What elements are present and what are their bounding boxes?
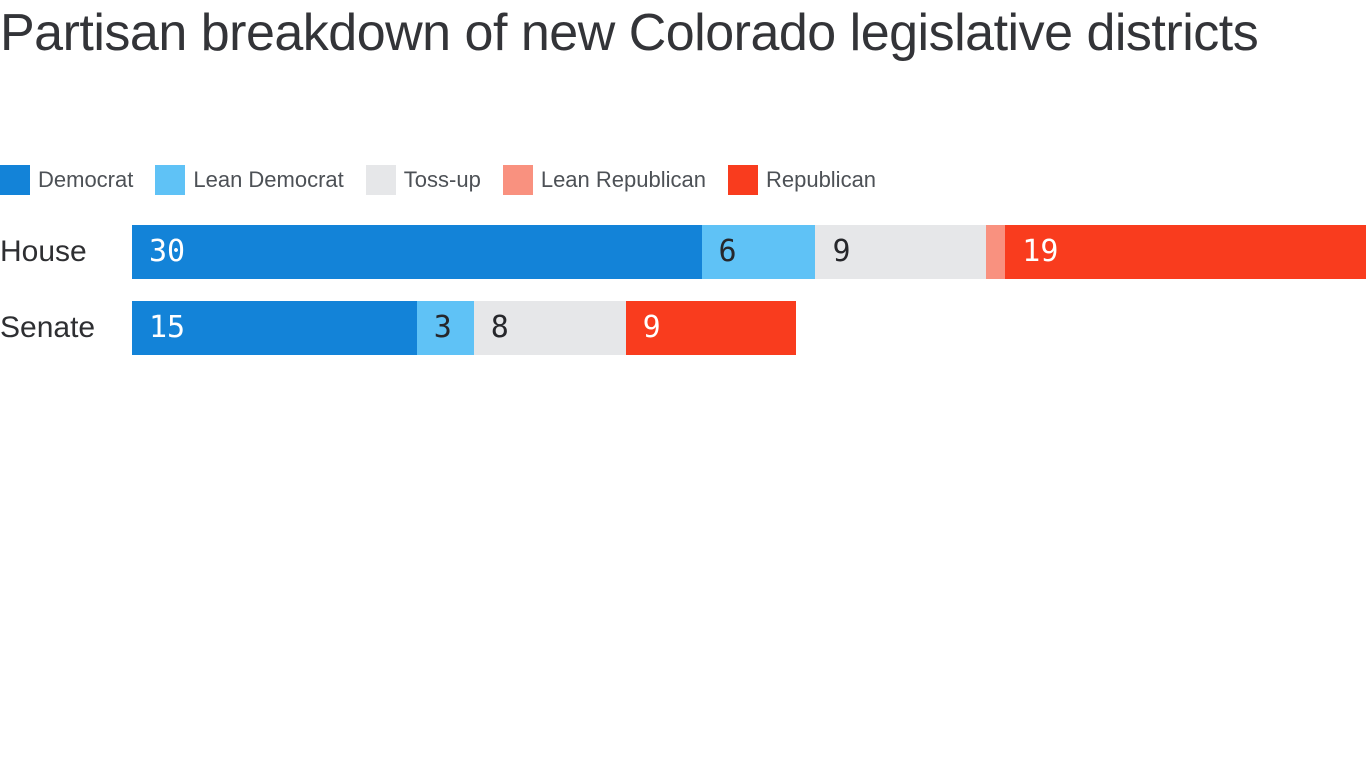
segment-value-senate-lean-democrat: 3	[433, 310, 452, 345]
segment-value-house-democrat: 30	[149, 234, 186, 269]
segment-value-house-lean-democrat: 6	[718, 234, 737, 269]
segment-value-senate-toss-up: 8	[490, 310, 509, 345]
legend-swatch-lean-democrat	[155, 165, 186, 195]
bar-chart: House 30 6 9 19 Senate 15 3 8 9	[0, 225, 1366, 377]
legend-label-lean-republican: Lean Republican	[540, 167, 706, 192]
segment-house-lean-republican	[986, 225, 1006, 279]
segment-value-senate-republican: 9	[642, 310, 661, 345]
row-label-house: House	[0, 235, 87, 268]
segment-house-republican: 19	[1005, 225, 1366, 279]
legend-item-lean-republican: Lean Republican	[502, 165, 706, 195]
legend-swatch-republican	[727, 165, 758, 195]
chart-title: Partisan breakdown of new Colorado legis…	[0, 4, 1259, 62]
legend-item-toss-up: Toss-up	[365, 165, 481, 195]
legend-label-democrat: Democrat	[38, 167, 134, 192]
segment-senate-republican: 9	[625, 301, 797, 355]
legend-swatch-democrat	[0, 165, 30, 195]
bar-senate: 15 3 8 9	[132, 301, 1366, 355]
chart-row-house: House 30 6 9 19	[0, 225, 1366, 279]
legend-item-democrat: Democrat	[0, 165, 133, 195]
legend-swatch-toss-up	[365, 165, 396, 195]
segment-value-house-toss-up: 9	[832, 234, 851, 269]
segment-senate-democrat: 15	[132, 301, 417, 355]
legend: Democrat Lean Democrat Toss-up Lean Republi…	[0, 165, 898, 195]
legend-item-lean-democrat: Lean Democrat	[155, 165, 344, 195]
bar-house: 30 6 9 19	[132, 225, 1366, 279]
legend-label-republican: Republican	[765, 167, 877, 192]
segment-house-toss-up: 9	[815, 225, 987, 279]
legend-swatch-lean-republican	[502, 165, 533, 195]
legend-item-republican: Republican	[727, 165, 877, 195]
segment-house-lean-democrat: 6	[701, 225, 816, 279]
legend-label-toss-up: Toss-up	[403, 167, 481, 192]
row-label-senate: Senate	[0, 311, 96, 344]
segment-house-democrat: 30	[132, 225, 702, 279]
segment-senate-toss-up: 8	[473, 301, 626, 355]
segment-value-house-republican: 19	[1022, 234, 1059, 269]
legend-label-lean-democrat: Lean Democrat	[193, 167, 344, 192]
segment-value-senate-democrat: 15	[149, 310, 186, 345]
chart-row-senate: Senate 15 3 8 9	[0, 301, 1366, 355]
segment-senate-lean-democrat: 3	[416, 301, 474, 355]
